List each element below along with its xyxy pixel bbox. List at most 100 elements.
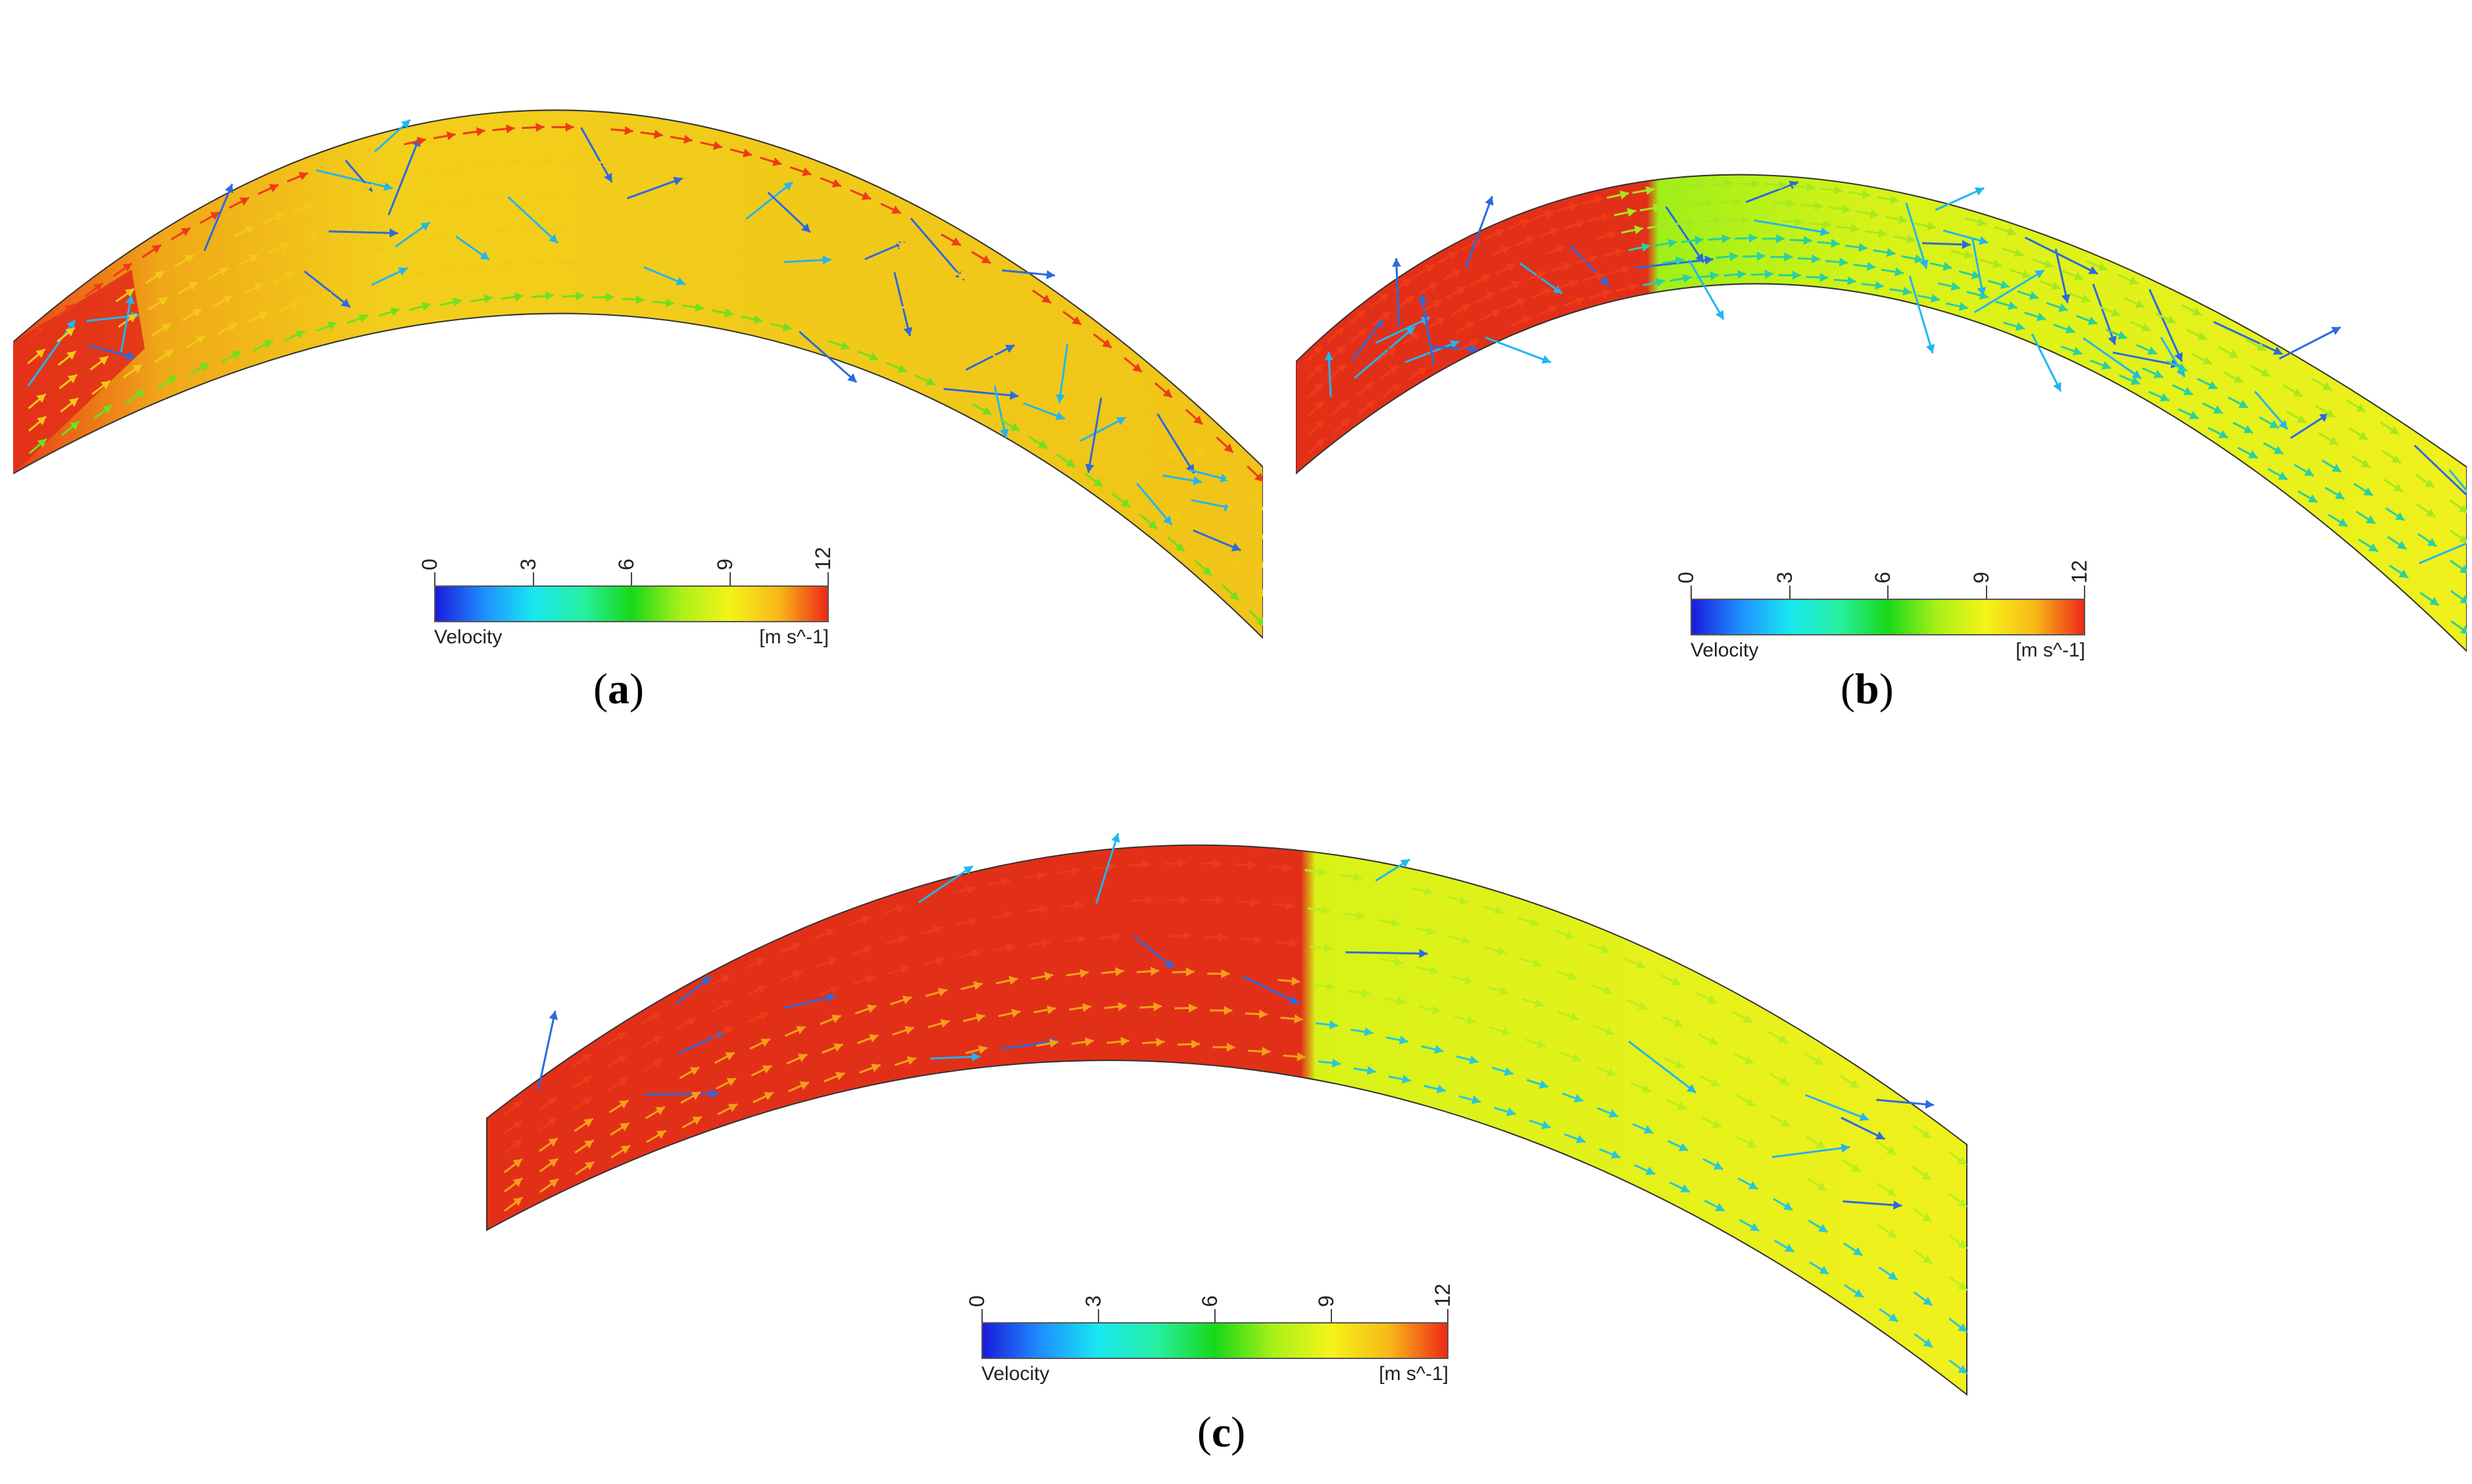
velocity-arrowhead — [817, 237, 827, 246]
velocity-arrowhead — [951, 237, 961, 245]
velocity-arrowhead — [2331, 327, 2341, 335]
velocity-arrowhead — [1225, 503, 1235, 512]
velocity-arrowhead — [1803, 235, 1812, 245]
velocity-arrowhead — [1164, 959, 1174, 968]
velocity-arrowhead — [1364, 382, 1374, 391]
velocity-arrowhead — [1927, 222, 1937, 231]
velocity-arrowhead — [1229, 591, 1239, 601]
velocity-arrowhead — [2177, 362, 2187, 372]
velocity-arrowhead — [2256, 342, 2266, 351]
colorbar-tick-label: 9 — [1969, 572, 1993, 583]
velocity-arrowhead — [762, 1065, 772, 1074]
velocity-arrowhead — [628, 260, 637, 270]
velocity-arrowhead — [966, 885, 976, 895]
velocity-arrowhead — [2188, 410, 2199, 420]
velocity-legend-b: 0 3 6 9 12 Velocity [m s^-1] — [1674, 559, 2091, 691]
velocity-arrowhead — [1520, 218, 1529, 228]
velocity-arrowhead — [868, 352, 879, 361]
velocity-arrowhead — [1394, 957, 1403, 966]
velocity-arrowhead — [1255, 530, 1263, 539]
velocity-arrowhead — [341, 298, 351, 308]
velocity-arrowhead — [1106, 370, 1116, 380]
velocity-arrow — [2419, 542, 2467, 564]
colorbar-tick-label: 0 — [1674, 572, 1698, 583]
velocity-arrowhead — [803, 296, 813, 306]
velocity-arrowhead — [1887, 1229, 1897, 1239]
velocity-arrowhead — [1004, 910, 1013, 920]
velocity-arrowhead — [1448, 251, 1458, 260]
velocity-arrowhead — [2360, 459, 2371, 468]
velocity-arrowhead — [549, 1179, 558, 1188]
velocity-arrowhead — [1521, 315, 1532, 324]
velocity-arrowhead — [2322, 382, 2332, 391]
velocity-arrowhead — [445, 265, 455, 275]
velocity-arrowhead — [1750, 1222, 1760, 1231]
velocity-arrowhead — [970, 339, 979, 347]
velocity-arrowhead — [891, 205, 901, 214]
velocity-arrow — [387, 137, 420, 216]
velocity-arrowhead — [199, 362, 209, 372]
velocity-arrowhead — [897, 364, 907, 373]
velocity-arrowhead — [825, 272, 835, 281]
velocity-arrowhead — [1218, 932, 1227, 942]
velocity-arrowhead — [559, 224, 568, 234]
velocity-arrowhead — [2425, 479, 2435, 487]
velocity-arrowhead — [1193, 415, 1203, 425]
velocity-arrowhead — [729, 210, 739, 220]
velocity-arrowhead — [2243, 425, 2253, 433]
velocity-arrowhead — [545, 291, 555, 301]
velocity-arrowhead — [2338, 518, 2348, 527]
velocity-arrowhead — [1678, 1143, 1689, 1151]
velocity-arrowhead — [2279, 420, 2288, 430]
velocity-arrowhead — [758, 1012, 769, 1020]
velocity-arrowhead — [2278, 472, 2288, 480]
velocity-arrowhead — [692, 1116, 702, 1125]
velocity-arrowhead — [1600, 945, 1610, 954]
velocity-arrowhead — [431, 201, 441, 210]
velocity-arrowhead — [2292, 388, 2303, 397]
velocity-arrow — [1805, 1094, 1869, 1121]
velocity-arrowhead — [987, 288, 997, 297]
velocity-arrowhead — [548, 234, 558, 243]
velocity-arrowhead — [1779, 1076, 1789, 1085]
velocity-arrowhead — [1575, 297, 1585, 306]
velocity-arrowhead — [2208, 381, 2217, 389]
velocity-arrowhead — [2141, 323, 2151, 332]
velocity-arrowhead — [2248, 450, 2258, 458]
velocity-arrowhead — [1358, 328, 1368, 337]
velocity-arrowhead — [268, 184, 279, 193]
velocity-arrow — [1136, 482, 1173, 526]
velocity-arrowhead — [2260, 368, 2271, 377]
velocity-arrowhead — [1822, 220, 1832, 230]
velocity-arrowhead — [1925, 343, 1935, 353]
velocity-arrowhead — [1323, 943, 1333, 953]
velocity-arrowhead — [506, 124, 515, 134]
velocity-arrow — [203, 184, 234, 251]
velocity-arrowhead — [223, 295, 233, 304]
velocity-arrowhead — [1614, 248, 1624, 257]
velocity-arrowhead — [1890, 195, 1900, 205]
velocity-arrow — [1842, 1200, 1902, 1207]
velocity-arrowhead — [421, 302, 431, 311]
velocity-arrowhead — [1008, 976, 1018, 985]
velocity-arrowhead — [2460, 625, 2467, 634]
velocity-arrowhead — [687, 268, 696, 278]
velocity-arrowhead — [835, 1072, 845, 1081]
colorbar — [1691, 599, 2085, 635]
velocity-arrowhead — [895, 904, 906, 913]
velocity-arrowhead — [285, 272, 295, 280]
velocity-arrowhead — [389, 228, 398, 238]
velocity-arrowhead — [1748, 234, 1758, 243]
velocity-arrowhead — [1637, 1001, 1648, 1010]
velocity-arrowhead — [1471, 1095, 1481, 1104]
velocity-arrowhead — [454, 164, 463, 173]
velocity-arrowhead — [701, 976, 711, 985]
velocity-arrowhead — [713, 141, 722, 150]
velocity-arrowhead — [2108, 335, 2117, 345]
velocity-arrowhead — [2117, 331, 2127, 339]
velocity-arrowhead — [1120, 1037, 1129, 1047]
panel-a: 0 3 6 9 12 Velocity [m s^-1] — [13, 20, 1263, 664]
velocity-arrowhead — [1471, 239, 1481, 249]
velocity-arrowhead — [1695, 253, 1704, 263]
velocity-arrow — [2112, 351, 2180, 367]
